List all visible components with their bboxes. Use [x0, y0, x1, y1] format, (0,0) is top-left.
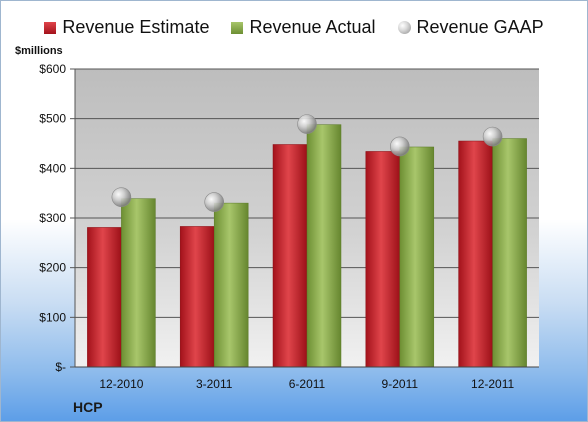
- x-tick-label: 12-2011: [471, 377, 514, 391]
- x-tick-label: 12-2010: [99, 377, 143, 391]
- legend-item-estimate: Revenue Estimate: [44, 17, 209, 38]
- y-tick-label: $100: [39, 310, 66, 324]
- legend-label-actual: Revenue Actual: [249, 17, 376, 37]
- legend-label-gaap: Revenue GAAP: [416, 17, 544, 37]
- bar-revenue-estimate: [458, 140, 493, 368]
- marker-revenue-gaap: [297, 114, 317, 134]
- bars: [87, 124, 527, 368]
- x-axis-ticks: 12-2010 3-2011 6-2011 9-2011 12-2011: [75, 366, 539, 391]
- legend-swatch-gaap: [397, 21, 411, 34]
- bar-revenue-actual: [213, 202, 249, 368]
- x-tick-label: 3-2011: [196, 377, 233, 391]
- y-tick-label: $600: [39, 62, 66, 76]
- bar-revenue-actual: [306, 124, 342, 368]
- legend-item-gaap: Revenue GAAP: [397, 17, 544, 38]
- x-tick-label: 6-2011: [289, 377, 326, 391]
- bar-revenue-estimate: [272, 144, 308, 368]
- marker-revenue-gaap: [482, 126, 503, 147]
- marker-revenue-gaap: [111, 187, 132, 207]
- bar-revenue-actual: [399, 146, 435, 368]
- legend: Revenue Estimate Revenue Actual Revenue …: [1, 17, 587, 38]
- company-label: HCP: [73, 399, 103, 415]
- legend-item-actual: Revenue Actual: [231, 17, 376, 38]
- legend-label-estimate: Revenue Estimate: [62, 17, 210, 37]
- marker-revenue-gaap: [204, 192, 224, 212]
- y-tick-label: $300: [39, 211, 66, 225]
- legend-swatch-estimate: [44, 21, 57, 34]
- bar-revenue-estimate: [365, 151, 401, 368]
- bar-revenue-estimate: [87, 227, 122, 368]
- legend-swatch-actual: [231, 21, 244, 34]
- y-tick-label: $500: [39, 112, 66, 126]
- bar-revenue-actual: [492, 138, 527, 368]
- y-tick-label: $200: [39, 261, 66, 275]
- gaap-markers: [111, 114, 503, 212]
- y-tick-label: $-: [55, 360, 66, 374]
- y-axis-unit-label: $millions: [15, 45, 63, 57]
- y-tick-label: $400: [39, 161, 66, 175]
- y-axis-ticks: $- $100 $200 $300 $400 $500 $600: [39, 62, 76, 374]
- bar-revenue-estimate: [179, 226, 215, 368]
- bar-revenue-actual: [121, 198, 156, 368]
- x-tick-label: 9-2011: [382, 377, 419, 391]
- marker-revenue-gaap: [389, 136, 410, 157]
